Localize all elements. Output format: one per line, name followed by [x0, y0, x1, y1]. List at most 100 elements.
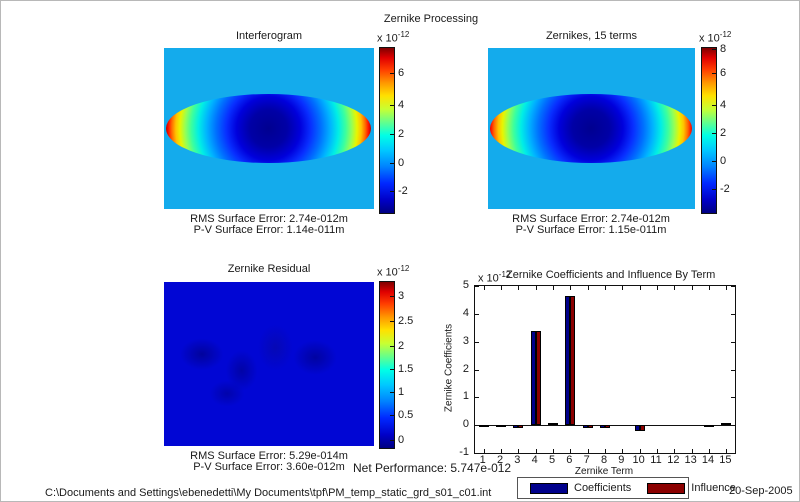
colorbar-tick-label: 6 — [398, 67, 405, 80]
coefficients-bar — [721, 423, 727, 426]
chart-legend: Coefficients Influence — [517, 477, 736, 499]
y-tick-mark — [731, 286, 735, 287]
x-tick-label: 6 — [566, 454, 573, 466]
colorbar-tick-mark — [390, 190, 394, 192]
y-tick-mark — [731, 453, 735, 454]
colorbar-tick-label: 2.5 — [398, 314, 414, 327]
x-tick-mark — [518, 286, 520, 290]
coefficients-bar — [565, 295, 571, 426]
x-tick-label: 8 — [600, 454, 608, 466]
y-tick-label: 0 — [462, 418, 469, 431]
x-tick-mark — [726, 286, 728, 290]
residual-pv-error: P-V Surface Error: 3.60e-012m — [193, 461, 345, 473]
colorbar-tick-mark — [390, 440, 394, 442]
x-tick-label: 5 — [548, 454, 556, 466]
x-tick-mark — [657, 449, 658, 453]
y-tick-mark — [731, 425, 735, 427]
date-stamp: 20-Sep-2005 — [729, 485, 793, 497]
y-tick-mark — [731, 341, 735, 343]
x-tick-mark — [587, 449, 589, 453]
x-tick-mark — [483, 286, 485, 290]
x-tick-label: 3 — [514, 454, 521, 466]
interferogram-rms-error: RMS Surface Error: 2.74e-012m — [190, 213, 348, 225]
x-tick-label: 1 — [479, 454, 486, 466]
x-tick-mark — [518, 449, 520, 453]
chart-title: Zernike Coefficients and Influence By Te… — [506, 269, 716, 281]
legend-label-coefficients: Coefficients — [574, 482, 632, 494]
x-tick-mark — [570, 449, 572, 453]
influence-bar — [553, 422, 558, 426]
x-tick-mark — [553, 286, 554, 290]
y-tick-mark — [475, 453, 479, 454]
x-tick-mark — [674, 286, 676, 290]
coefficients-bar — [548, 422, 553, 426]
colorbar-tick-mark — [390, 368, 394, 370]
file-path-text: C:\Documents and Settings\ebenedetti\My … — [45, 487, 492, 499]
influence-bar — [587, 425, 593, 429]
interferogram-image — [164, 48, 374, 209]
colorbar-tick-mark — [390, 104, 394, 106]
y-tick-mark — [475, 425, 479, 427]
x-tick-mark — [657, 286, 658, 290]
interferogram-colorbar-ticks: 6 4 2 0 -2 — [379, 47, 421, 212]
colorbar-tick-mark — [390, 295, 394, 297]
legend-swatch-influence — [647, 482, 686, 494]
colorbar-tick-mark — [712, 188, 716, 190]
x-tick-mark — [709, 286, 710, 290]
y-tick-mark — [475, 341, 479, 343]
y-tick-label: 5 — [462, 279, 469, 291]
influence-bar — [570, 295, 576, 426]
coefficients-bar — [513, 425, 519, 429]
y-tick-label: -1 — [459, 446, 469, 458]
y-tick-mark — [475, 286, 479, 287]
residual-title: Zernike Residual — [227, 263, 311, 275]
interferogram-pupil-map — [166, 94, 371, 163]
coefficients-bar — [496, 425, 501, 428]
y-tick-mark — [475, 369, 479, 371]
x-tick-label: 10 — [632, 454, 645, 466]
zernikes-colorbar-exponent: x 10-12 — [699, 30, 732, 45]
colorbar-tick-mark — [390, 392, 394, 394]
x-tick-mark — [535, 286, 537, 290]
legend-swatch-coefficients — [530, 482, 568, 494]
colorbar-tick-mark — [390, 134, 394, 136]
colorbar-tick-label: 1 — [398, 386, 405, 399]
coefficients-bar — [530, 331, 536, 426]
influence-bar — [518, 425, 524, 429]
x-tick-label: 9 — [618, 454, 625, 466]
colorbar-tick-label: -2 — [398, 184, 408, 197]
influence-bar — [535, 331, 541, 426]
colorbar-tick-label: 8 — [720, 42, 727, 55]
zernikes-pv-error: P-V Surface Error: 1.15e-011m — [515, 224, 667, 236]
x-tick-label: 11 — [650, 454, 662, 466]
y-tick-mark — [731, 313, 735, 315]
colorbar-tick-label: 2 — [398, 128, 405, 141]
x-tick-mark — [535, 449, 537, 453]
interferogram-pv-error: P-V Surface Error: 1.14e-011m — [193, 224, 345, 236]
colorbar-tick-label: 2 — [398, 339, 405, 352]
x-tick-mark — [691, 286, 693, 290]
residual-image — [164, 282, 374, 446]
x-tick-mark — [570, 286, 572, 290]
chart-y-exponent: x 10-12 — [478, 270, 511, 285]
residual-colorbar-exponent: x 10-12 — [377, 264, 410, 279]
colorbar-tick-label: 0 — [398, 434, 405, 447]
colorbar-tick-mark — [390, 345, 394, 347]
x-tick-mark — [605, 286, 606, 290]
influence-bar — [605, 425, 610, 429]
colorbar-tick-label: 4 — [398, 98, 405, 111]
influence-bar — [726, 423, 732, 426]
colorbar-tick-mark — [390, 415, 394, 417]
colorbar-tick-mark — [390, 320, 394, 322]
zernikes-title: Zernikes, 15 terms — [545, 30, 638, 42]
chart-x-axis-label: Zernike Term — [574, 466, 634, 477]
x-tick-label: 7 — [583, 454, 590, 466]
y-tick-label: 1 — [462, 390, 469, 403]
y-tick-mark — [475, 313, 479, 315]
x-tick-label: 12 — [667, 454, 680, 466]
influence-bar — [709, 425, 714, 428]
colorbar-tick-mark — [712, 104, 716, 106]
influence-bar — [639, 425, 645, 431]
x-tick-label: 4 — [531, 454, 538, 466]
x-tick-label: 14 — [701, 454, 715, 466]
